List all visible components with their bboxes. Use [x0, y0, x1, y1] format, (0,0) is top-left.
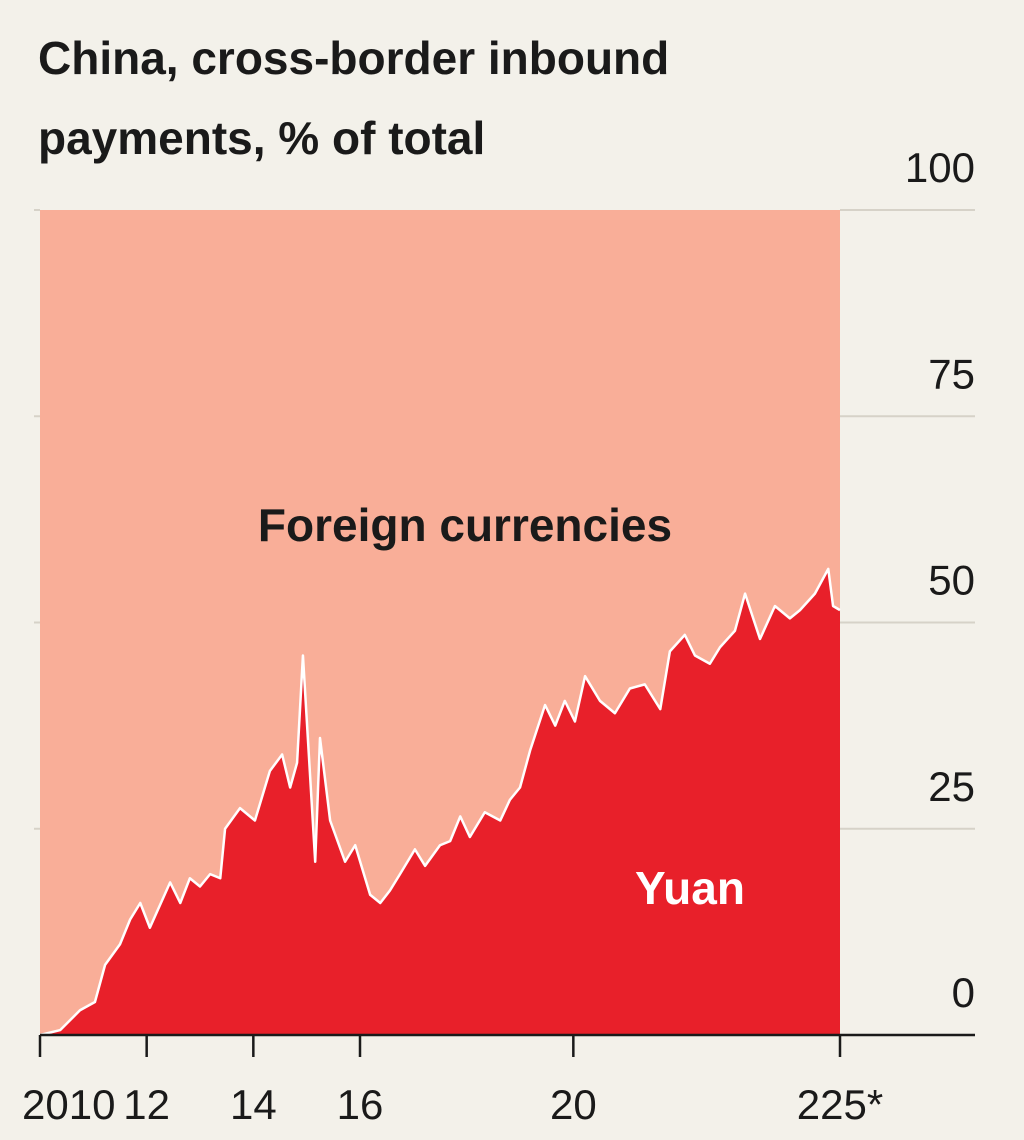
- x-tick-label: 2010: [22, 1081, 115, 1128]
- y-tick-label: 25: [928, 763, 975, 810]
- y-tick-label: 50: [928, 557, 975, 604]
- series-label: Foreign currencies: [258, 499, 672, 551]
- x-tick-label: 16: [337, 1081, 384, 1128]
- chart-title: China, cross-border inbound payments, % …: [38, 32, 670, 164]
- series-label: Yuan: [635, 862, 745, 914]
- series-line: [39, 567, 841, 1037]
- area: [40, 568, 840, 1035]
- y-tick-label: 0: [952, 969, 975, 1016]
- x-tick-label: 20: [550, 1081, 597, 1128]
- x-tick-label: 12: [123, 1081, 170, 1128]
- x-tick-label: 14: [230, 1081, 277, 1128]
- area: [40, 210, 840, 1035]
- x-tick-label: 225*: [797, 1081, 883, 1128]
- y-tick-label: 100: [905, 144, 975, 191]
- y-tick-label: 75: [928, 350, 975, 397]
